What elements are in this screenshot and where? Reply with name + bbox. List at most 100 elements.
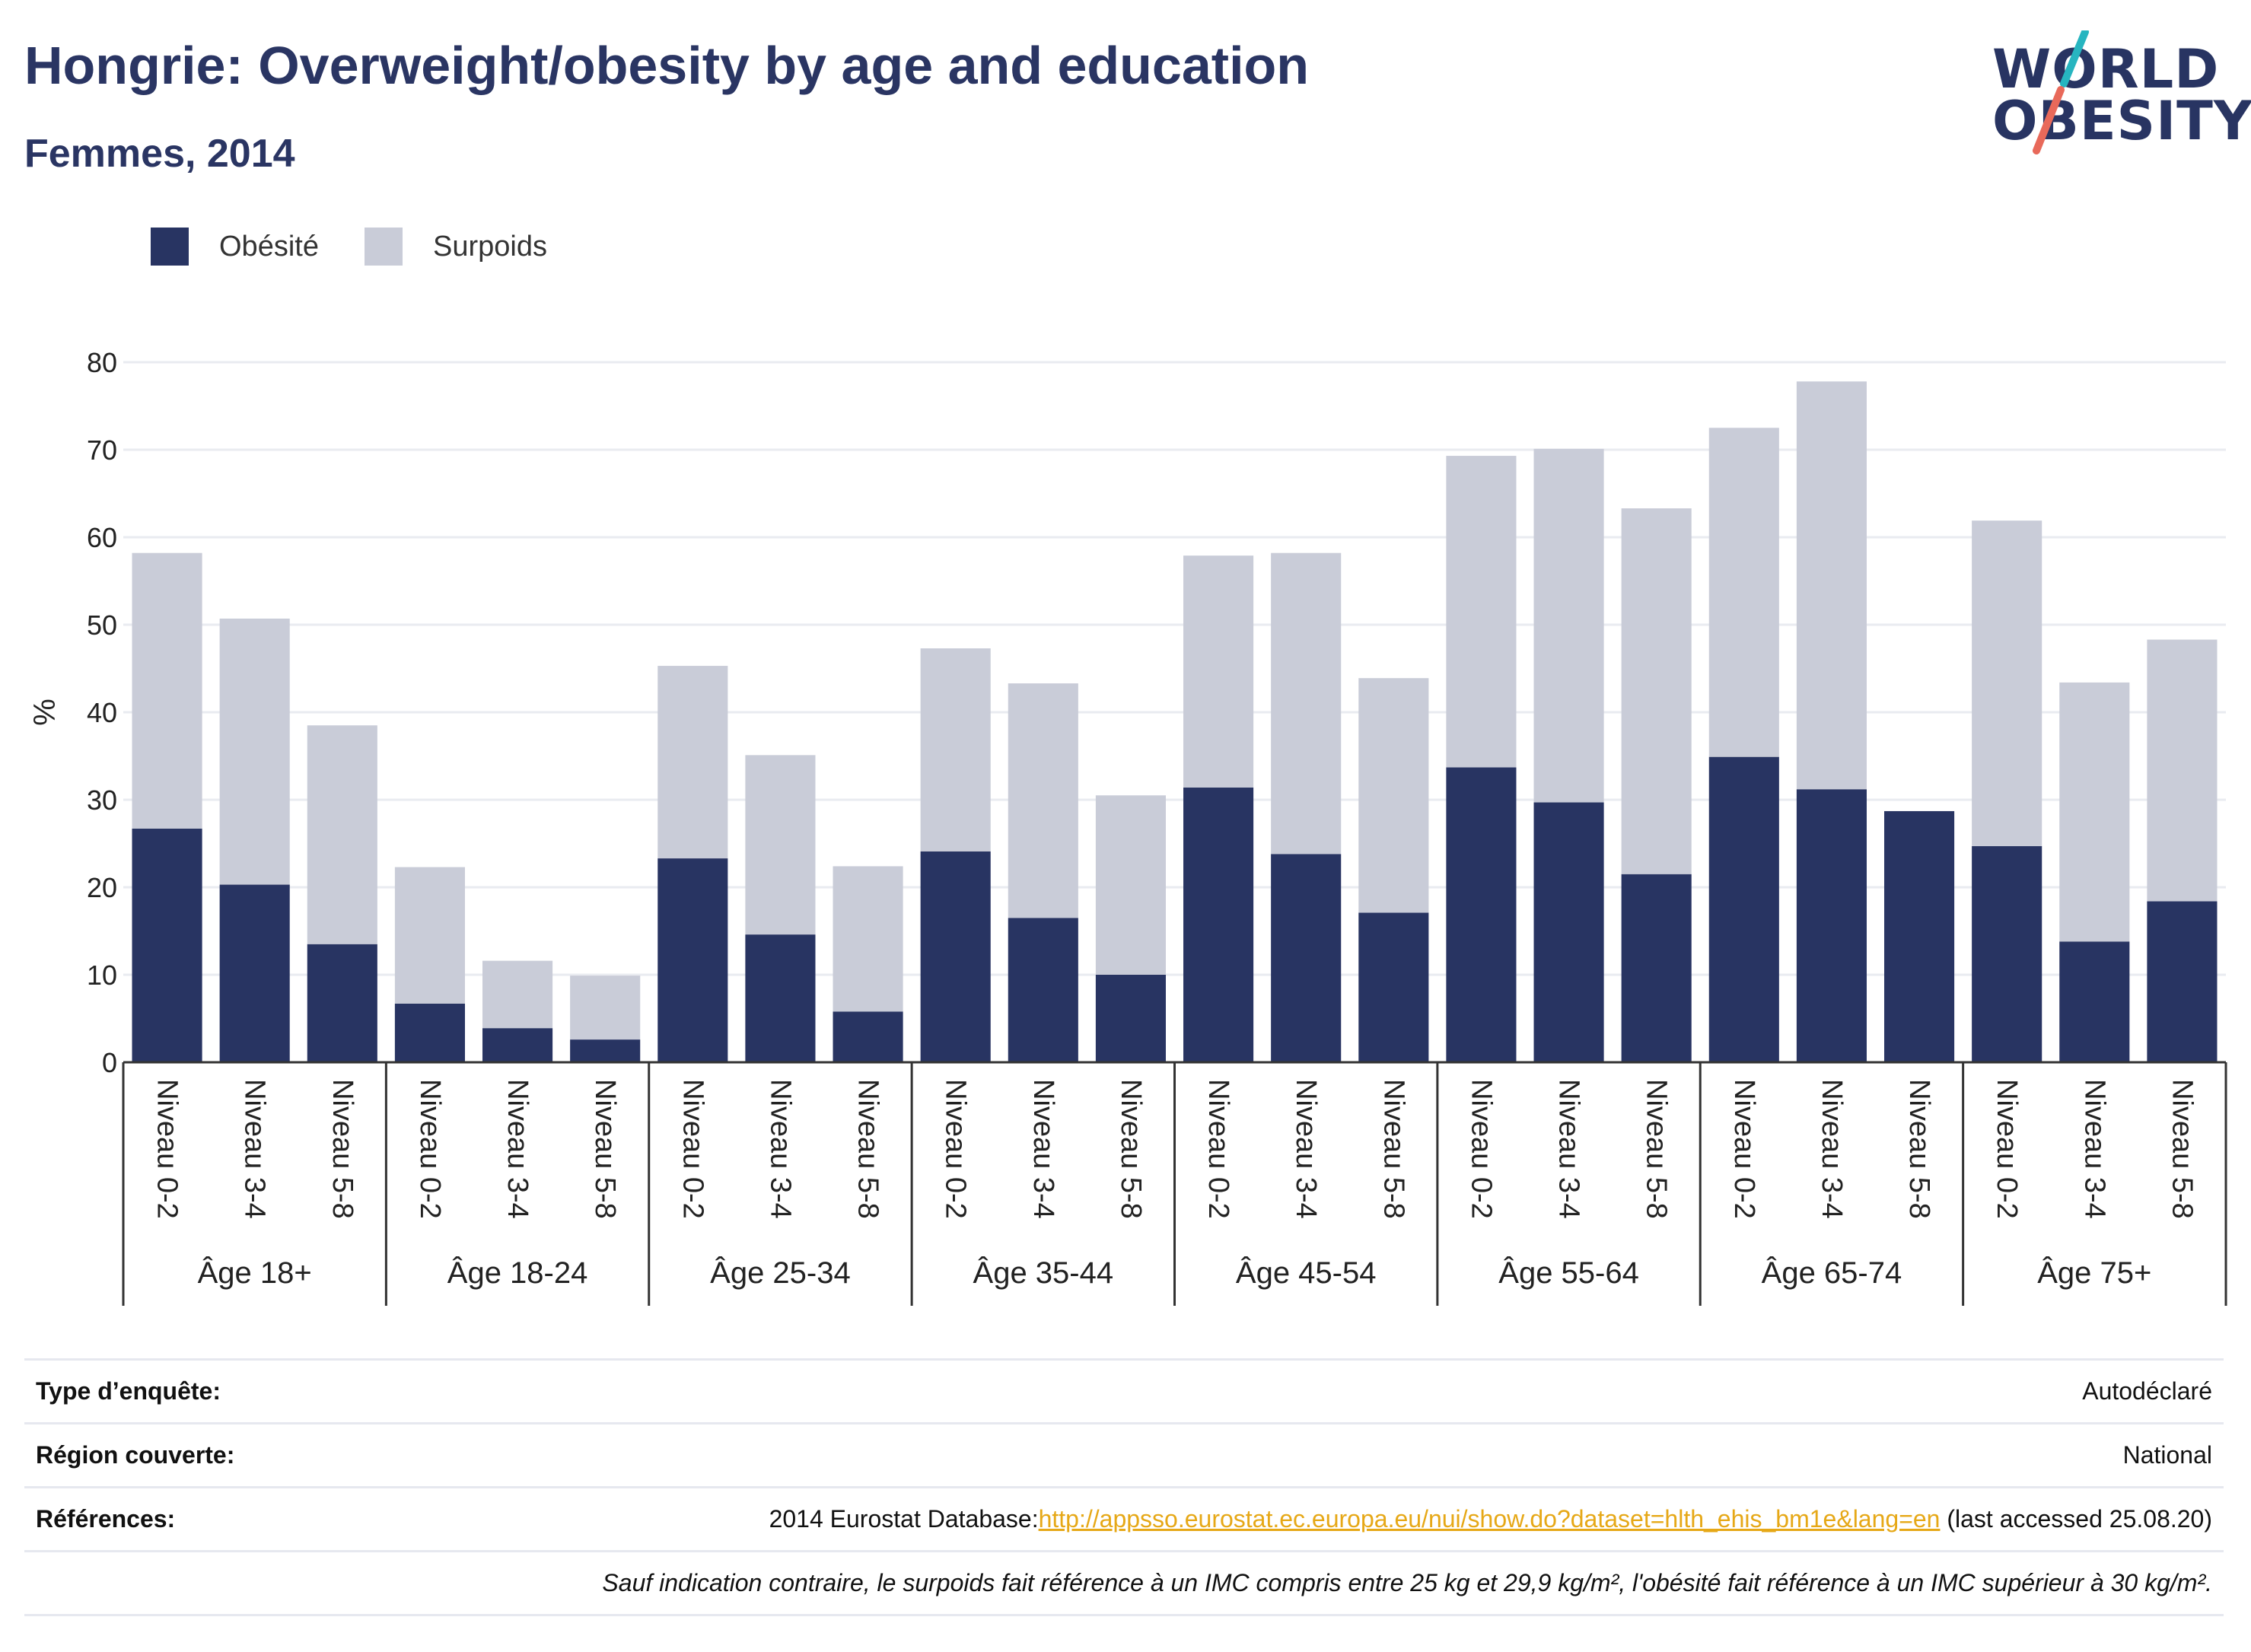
group-label: Âge 18-24 bbox=[447, 1256, 588, 1290]
x-tick-label: Niveau 0-2 bbox=[1465, 1079, 1497, 1219]
x-tick-label: Niveau 5-8 bbox=[326, 1079, 358, 1219]
region-value: National bbox=[2122, 1441, 2212, 1469]
logo-text-obesity: OBESITY bbox=[1992, 90, 2251, 152]
bar-overweight bbox=[2147, 639, 2218, 902]
x-tick-label: Niveau 3-4 bbox=[1816, 1079, 1848, 1219]
bar-obesity bbox=[2059, 941, 2130, 1062]
bar-chart: 0 10 20 30 40 50 60 70 80% Niveau 0-2 Niveau 3-4 Ni… bbox=[28, 347, 2227, 1306]
legend-swatch-obesity bbox=[151, 228, 189, 266]
y-tick-label: 40 bbox=[87, 697, 117, 728]
bar-overweight bbox=[1183, 555, 1254, 788]
y-tick-label: 70 bbox=[87, 434, 117, 466]
x-tick-label: Niveau 5-8 bbox=[589, 1079, 621, 1219]
bar-overweight bbox=[2059, 682, 2130, 942]
x-tick-label: Niveau 5-8 bbox=[1903, 1079, 1935, 1219]
bar-obesity bbox=[657, 858, 728, 1062]
references-label: Références: bbox=[36, 1505, 176, 1533]
footer-row-note: Sauf indication contraire, le surpoids f… bbox=[24, 1550, 2224, 1616]
x-tick-label: Niveau 0-2 bbox=[677, 1079, 708, 1219]
y-tick-label: 0 bbox=[102, 1047, 117, 1078]
bar-overweight bbox=[482, 960, 553, 1029]
page-subtitle: Femmes, 2014 bbox=[24, 132, 295, 176]
survey-type-label: Type d’enquête: bbox=[36, 1377, 221, 1405]
page-title: Hongrie: Overweight/obesity by age and e… bbox=[24, 36, 1310, 95]
bar-obesity bbox=[219, 884, 290, 1062]
bar-obesity bbox=[833, 1011, 903, 1062]
x-tick-label: Niveau 0-2 bbox=[1728, 1079, 1760, 1219]
logo-slash-icon bbox=[2033, 30, 2089, 154]
y-tick-label: 80 bbox=[87, 347, 117, 378]
x-tick-label: Niveau 3-4 bbox=[239, 1079, 271, 1219]
definition-note: Sauf indication contraire, le surpoids f… bbox=[602, 1569, 2212, 1596]
bar-obesity bbox=[1796, 789, 1867, 1062]
footer-row-region: Région couverte: National bbox=[24, 1422, 2224, 1486]
bar-obesity bbox=[1708, 756, 1779, 1062]
legend-label-overweight: Surpoids bbox=[432, 230, 547, 263]
x-tick-label: Niveau 5-8 bbox=[1641, 1079, 1673, 1219]
survey-type-value: Autodéclaré bbox=[2082, 1377, 2212, 1405]
bar-overweight bbox=[1708, 428, 1779, 757]
bar-obesity bbox=[394, 1003, 465, 1062]
bar-obesity bbox=[1972, 845, 2042, 1062]
x-tick-label: Niveau 0-2 bbox=[151, 1079, 183, 1219]
bar-obesity bbox=[745, 934, 816, 1062]
group-label: Âge 25-34 bbox=[710, 1256, 851, 1290]
bar-overweight bbox=[1358, 678, 1429, 913]
bar-overweight bbox=[920, 648, 991, 851]
x-tick-label: Niveau 3-4 bbox=[1553, 1079, 1585, 1219]
bar-overweight bbox=[1533, 448, 1604, 803]
x-tick-label: Niveau 0-2 bbox=[1202, 1079, 1234, 1219]
legend-item-overweight[interactable]: Surpoids bbox=[364, 228, 547, 266]
bar-overweight bbox=[1446, 456, 1517, 768]
group-label: Âge 65-74 bbox=[1762, 1256, 1902, 1290]
x-tick-label: Niveau 5-8 bbox=[1115, 1079, 1147, 1219]
bar-obesity bbox=[1008, 918, 1078, 1062]
x-tick-label: Niveau 3-4 bbox=[764, 1079, 796, 1219]
group-label: Âge 18+ bbox=[198, 1256, 312, 1290]
bar-obesity bbox=[1095, 975, 1166, 1062]
bar-obesity bbox=[1621, 874, 1692, 1062]
bar-obesity bbox=[307, 944, 377, 1062]
bar-overweight bbox=[1271, 552, 1342, 855]
legend-item-obesity[interactable]: Obésité bbox=[151, 228, 319, 266]
references-value: 2014 Eurostat Database:http://appsso.eur… bbox=[769, 1505, 2212, 1533]
references-link[interactable]: http://appsso.eurostat.ec.europa.eu/nui/… bbox=[1038, 1505, 1941, 1533]
bar-overweight bbox=[132, 552, 202, 829]
footer-row-references: Références: 2014 Eurostat Database:http:… bbox=[24, 1486, 2224, 1550]
bar-overweight bbox=[570, 976, 641, 1040]
x-tick-label: Niveau 3-4 bbox=[2078, 1079, 2110, 1219]
y-tick-label: 60 bbox=[87, 522, 117, 553]
bar-overweight bbox=[1621, 508, 1692, 874]
legend-label-obesity: Obésité bbox=[219, 230, 319, 263]
bar-obesity bbox=[482, 1028, 553, 1062]
world-obesity-logo: WORLD OBESITY bbox=[1979, 30, 2251, 160]
bar-overweight bbox=[745, 755, 816, 935]
bar-obesity bbox=[1446, 767, 1517, 1062]
x-tick-label: Niveau 0-2 bbox=[414, 1079, 446, 1219]
references-suffix: (last accessed 25.08.20) bbox=[1940, 1505, 2212, 1533]
bar-obesity bbox=[1271, 854, 1342, 1062]
x-tick-label: Niveau 3-4 bbox=[1290, 1079, 1322, 1219]
bar-overweight bbox=[1095, 795, 1166, 975]
references-prefix: 2014 Eurostat Database: bbox=[769, 1505, 1039, 1533]
x-tick-label: Niveau 3-4 bbox=[1027, 1079, 1059, 1219]
group-label: Âge 45-54 bbox=[1236, 1256, 1377, 1290]
bar-obesity bbox=[1884, 810, 1955, 1062]
bar-obesity bbox=[920, 851, 991, 1062]
group-label: Âge 75+ bbox=[2037, 1256, 2151, 1290]
bar-overweight bbox=[1796, 381, 1867, 790]
x-tick-label: Niveau 3-4 bbox=[501, 1079, 533, 1219]
group-label: Âge 55-64 bbox=[1498, 1256, 1639, 1290]
x-tick-label: Niveau 0-2 bbox=[940, 1079, 972, 1219]
bar-overweight bbox=[657, 666, 728, 859]
y-axis-label: % bbox=[28, 699, 62, 726]
metadata-table: Type d’enquête: Autodéclaré Région couve… bbox=[24, 1358, 2224, 1616]
y-tick-label: 20 bbox=[87, 872, 117, 903]
bar-obesity bbox=[1533, 802, 1604, 1062]
bar-overweight bbox=[307, 725, 377, 944]
logo-text-world: WORLD bbox=[1992, 38, 2220, 100]
region-label: Région couverte: bbox=[36, 1441, 235, 1469]
y-tick-label: 50 bbox=[87, 610, 117, 641]
footer-row-survey-type: Type d’enquête: Autodéclaré bbox=[24, 1358, 2224, 1422]
bar-overweight bbox=[394, 867, 465, 1004]
